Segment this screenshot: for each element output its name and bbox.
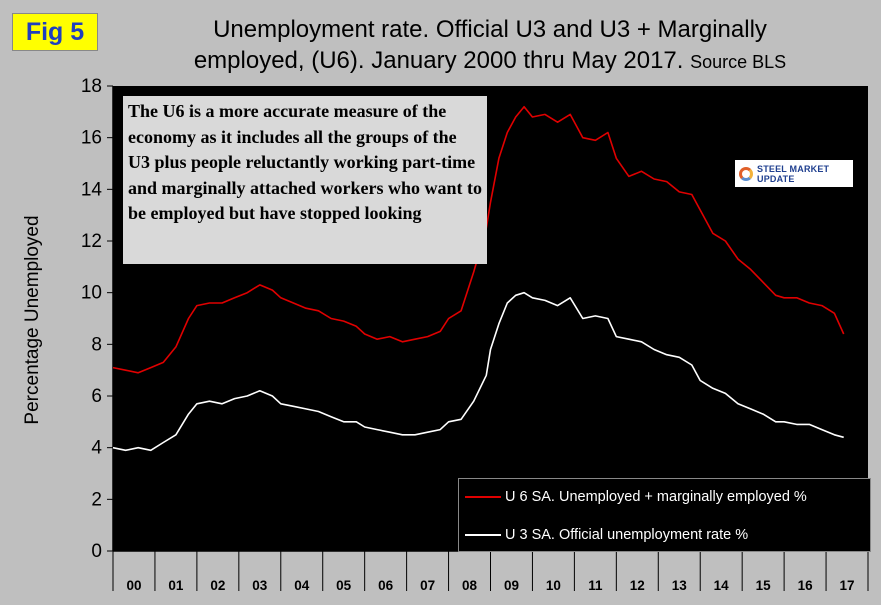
y-tick-label: 6 (91, 386, 102, 407)
y-tick-label: 4 (91, 438, 102, 459)
x-tick-label: 04 (294, 578, 310, 593)
logo-text: STEEL MARKET UPDATE (757, 163, 830, 184)
y-tick-label: 8 (91, 334, 102, 355)
title-source: Source BLS (690, 52, 787, 72)
series-line-u3 (112, 291, 844, 452)
x-tick-label: 03 (252, 578, 268, 593)
legend-label-u6: U 6 SA. Unemployed + marginally employed… (505, 489, 807, 505)
x-tick-label: 15 (756, 578, 772, 593)
x-tick-label: 09 (504, 578, 519, 593)
y-tick-label: 18 (81, 76, 102, 97)
x-tick-label: 00 (126, 578, 141, 593)
y-tick-label: 16 (81, 128, 102, 149)
figure-badge: Fig 5 (12, 13, 98, 51)
x-tick-label: 07 (420, 578, 435, 593)
x-tick-label: 12 (630, 578, 645, 593)
steel-market-update-logo: STEEL MARKET UPDATE (735, 160, 853, 187)
legend-swatch-u3 (465, 534, 501, 536)
legend-swatch-u6 (465, 496, 501, 498)
x-tick-label: 02 (210, 578, 225, 593)
x-tick-label: 10 (546, 578, 561, 593)
y-tick-label: 14 (81, 179, 103, 200)
logo-swirl-icon (739, 166, 753, 181)
annotation-note: The U6 is a more accurate measure of the… (123, 96, 487, 264)
x-tick-label: 17 (840, 578, 855, 593)
legend-entry-u3: U 3 SA. Official unemployment rate % (465, 527, 748, 543)
x-tick-label: 14 (714, 578, 730, 593)
legend-label-u3: U 3 SA. Official unemployment rate % (505, 527, 749, 543)
x-tick-label: 16 (798, 578, 814, 593)
x-tick-label: 06 (378, 578, 394, 593)
y-tick-label: 0 (91, 541, 102, 562)
legend: U 6 SA. Unemployed + marginally employed… (458, 478, 871, 552)
y-tick-label: 2 (91, 489, 102, 510)
x-tick-label: 01 (168, 578, 184, 593)
title-line-2-main: employed, (U6). January 2000 thru May 20… (193, 47, 684, 74)
chart-title: Unemployment rate. Official U3 and U3 + … (120, 14, 860, 78)
x-tick-label: 11 (588, 578, 603, 593)
x-tick-label: 08 (462, 578, 478, 593)
series-line-u6 (112, 105, 845, 374)
x-tick-label: 05 (336, 578, 352, 593)
x-tick-label: 13 (672, 578, 688, 593)
y-tick-label: 10 (81, 283, 102, 304)
title-line-2: employed, (U6). January 2000 thru May 20… (120, 45, 860, 78)
y-tick-label: 12 (81, 231, 102, 252)
legend-entry-u6: U 6 SA. Unemployed + marginally employed… (465, 489, 807, 505)
title-line-1: Unemployment rate. Official U3 and U3 + … (213, 16, 767, 43)
